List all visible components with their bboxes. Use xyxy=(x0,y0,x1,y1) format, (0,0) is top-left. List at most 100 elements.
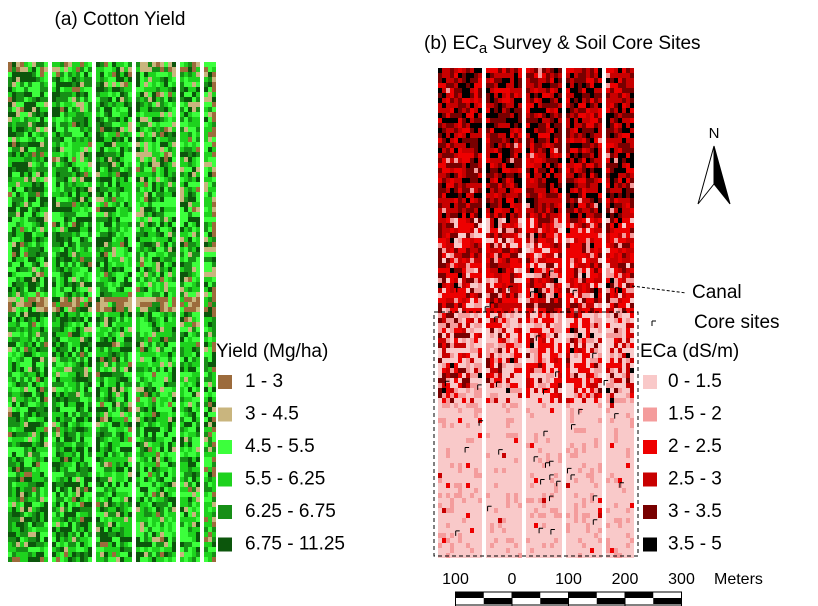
map-cell xyxy=(100,492,104,497)
map-cell xyxy=(20,137,24,142)
map-cell xyxy=(56,92,60,97)
map-cell xyxy=(168,187,172,192)
map-cell xyxy=(68,167,72,172)
map-cell xyxy=(68,412,72,417)
map-cell xyxy=(128,122,132,127)
map-cell xyxy=(136,537,140,542)
map-cell xyxy=(128,152,132,157)
map-cell xyxy=(192,467,196,472)
map-cell xyxy=(160,367,164,372)
map-cell xyxy=(104,247,108,252)
map-cell xyxy=(160,472,164,477)
map-cell xyxy=(60,197,64,202)
map-cell xyxy=(116,282,120,287)
map-cell xyxy=(168,232,172,237)
map-cell xyxy=(104,367,108,372)
map-cell xyxy=(108,132,112,137)
map-cell xyxy=(68,482,72,487)
map-cell xyxy=(8,217,12,222)
map-cell xyxy=(168,347,172,352)
map-cell xyxy=(84,257,88,262)
map-cell xyxy=(196,177,200,182)
map-cell xyxy=(108,67,112,72)
map-cell xyxy=(196,532,200,537)
map-cell xyxy=(148,412,152,417)
map-cell xyxy=(116,302,120,307)
map-cell xyxy=(140,257,144,262)
map-cell xyxy=(24,67,28,72)
map-cell xyxy=(36,382,40,387)
map-cell xyxy=(64,87,68,92)
map-cell xyxy=(514,93,518,98)
map-cell xyxy=(188,112,192,117)
map-cell xyxy=(594,83,598,88)
map-cell xyxy=(478,88,482,93)
map-cell xyxy=(44,547,48,552)
map-cell xyxy=(64,197,68,202)
map-cell xyxy=(36,82,40,87)
map-cell xyxy=(188,227,192,232)
map-cell xyxy=(156,162,160,167)
map-cell xyxy=(116,267,120,272)
map-cell xyxy=(196,517,200,522)
map-cell xyxy=(128,337,132,342)
map-cell xyxy=(24,117,28,122)
map-cell xyxy=(148,407,152,412)
map-cell xyxy=(80,287,84,292)
map-cell xyxy=(8,322,12,327)
map-cell xyxy=(88,367,92,372)
map-cell xyxy=(128,317,132,322)
map-cell xyxy=(164,447,168,452)
map-cell xyxy=(76,342,80,347)
map-cell xyxy=(28,462,32,467)
map-cell xyxy=(60,67,64,72)
map-cell xyxy=(152,152,156,157)
map-cell xyxy=(60,62,64,67)
map-cell xyxy=(614,78,618,83)
map-cell xyxy=(140,532,144,537)
map-cell xyxy=(208,367,212,372)
map-cell xyxy=(192,432,196,437)
map-cell xyxy=(196,467,200,472)
map-cell xyxy=(20,307,24,312)
map-cell xyxy=(60,252,64,257)
map-cell xyxy=(60,137,64,142)
map-cell xyxy=(212,112,216,117)
map-cell xyxy=(80,97,84,102)
map-cell xyxy=(96,72,100,77)
map-cell xyxy=(140,122,144,127)
map-cell xyxy=(44,342,48,347)
map-cell xyxy=(60,112,64,117)
map-cell xyxy=(586,73,590,78)
map-cell xyxy=(84,147,88,152)
map-cell xyxy=(72,317,76,322)
map-cell xyxy=(64,112,68,117)
map-cell xyxy=(204,512,208,517)
map-cell xyxy=(100,92,104,97)
map-cell xyxy=(12,507,16,512)
map-cell xyxy=(104,112,108,117)
map-cell xyxy=(188,302,192,307)
map-cell xyxy=(192,437,196,442)
map-cell xyxy=(76,177,80,182)
map-cell xyxy=(192,532,196,537)
map-cell xyxy=(100,107,104,112)
map-cell xyxy=(116,207,120,212)
map-cell xyxy=(128,517,132,522)
map-cell xyxy=(196,392,200,397)
map-cell xyxy=(64,222,68,227)
map-cell xyxy=(120,552,124,557)
map-cell xyxy=(32,162,36,167)
map-cell xyxy=(84,512,88,517)
map-cell xyxy=(192,417,196,422)
map-cell xyxy=(470,78,474,83)
map-cell xyxy=(148,227,152,232)
map-cell xyxy=(68,152,72,157)
map-cell xyxy=(60,417,64,422)
map-cell xyxy=(40,532,44,537)
map-cell xyxy=(56,477,60,482)
map-cell xyxy=(192,217,196,222)
map-cell xyxy=(140,157,144,162)
map-cell xyxy=(52,422,56,427)
map-cell xyxy=(144,472,148,477)
